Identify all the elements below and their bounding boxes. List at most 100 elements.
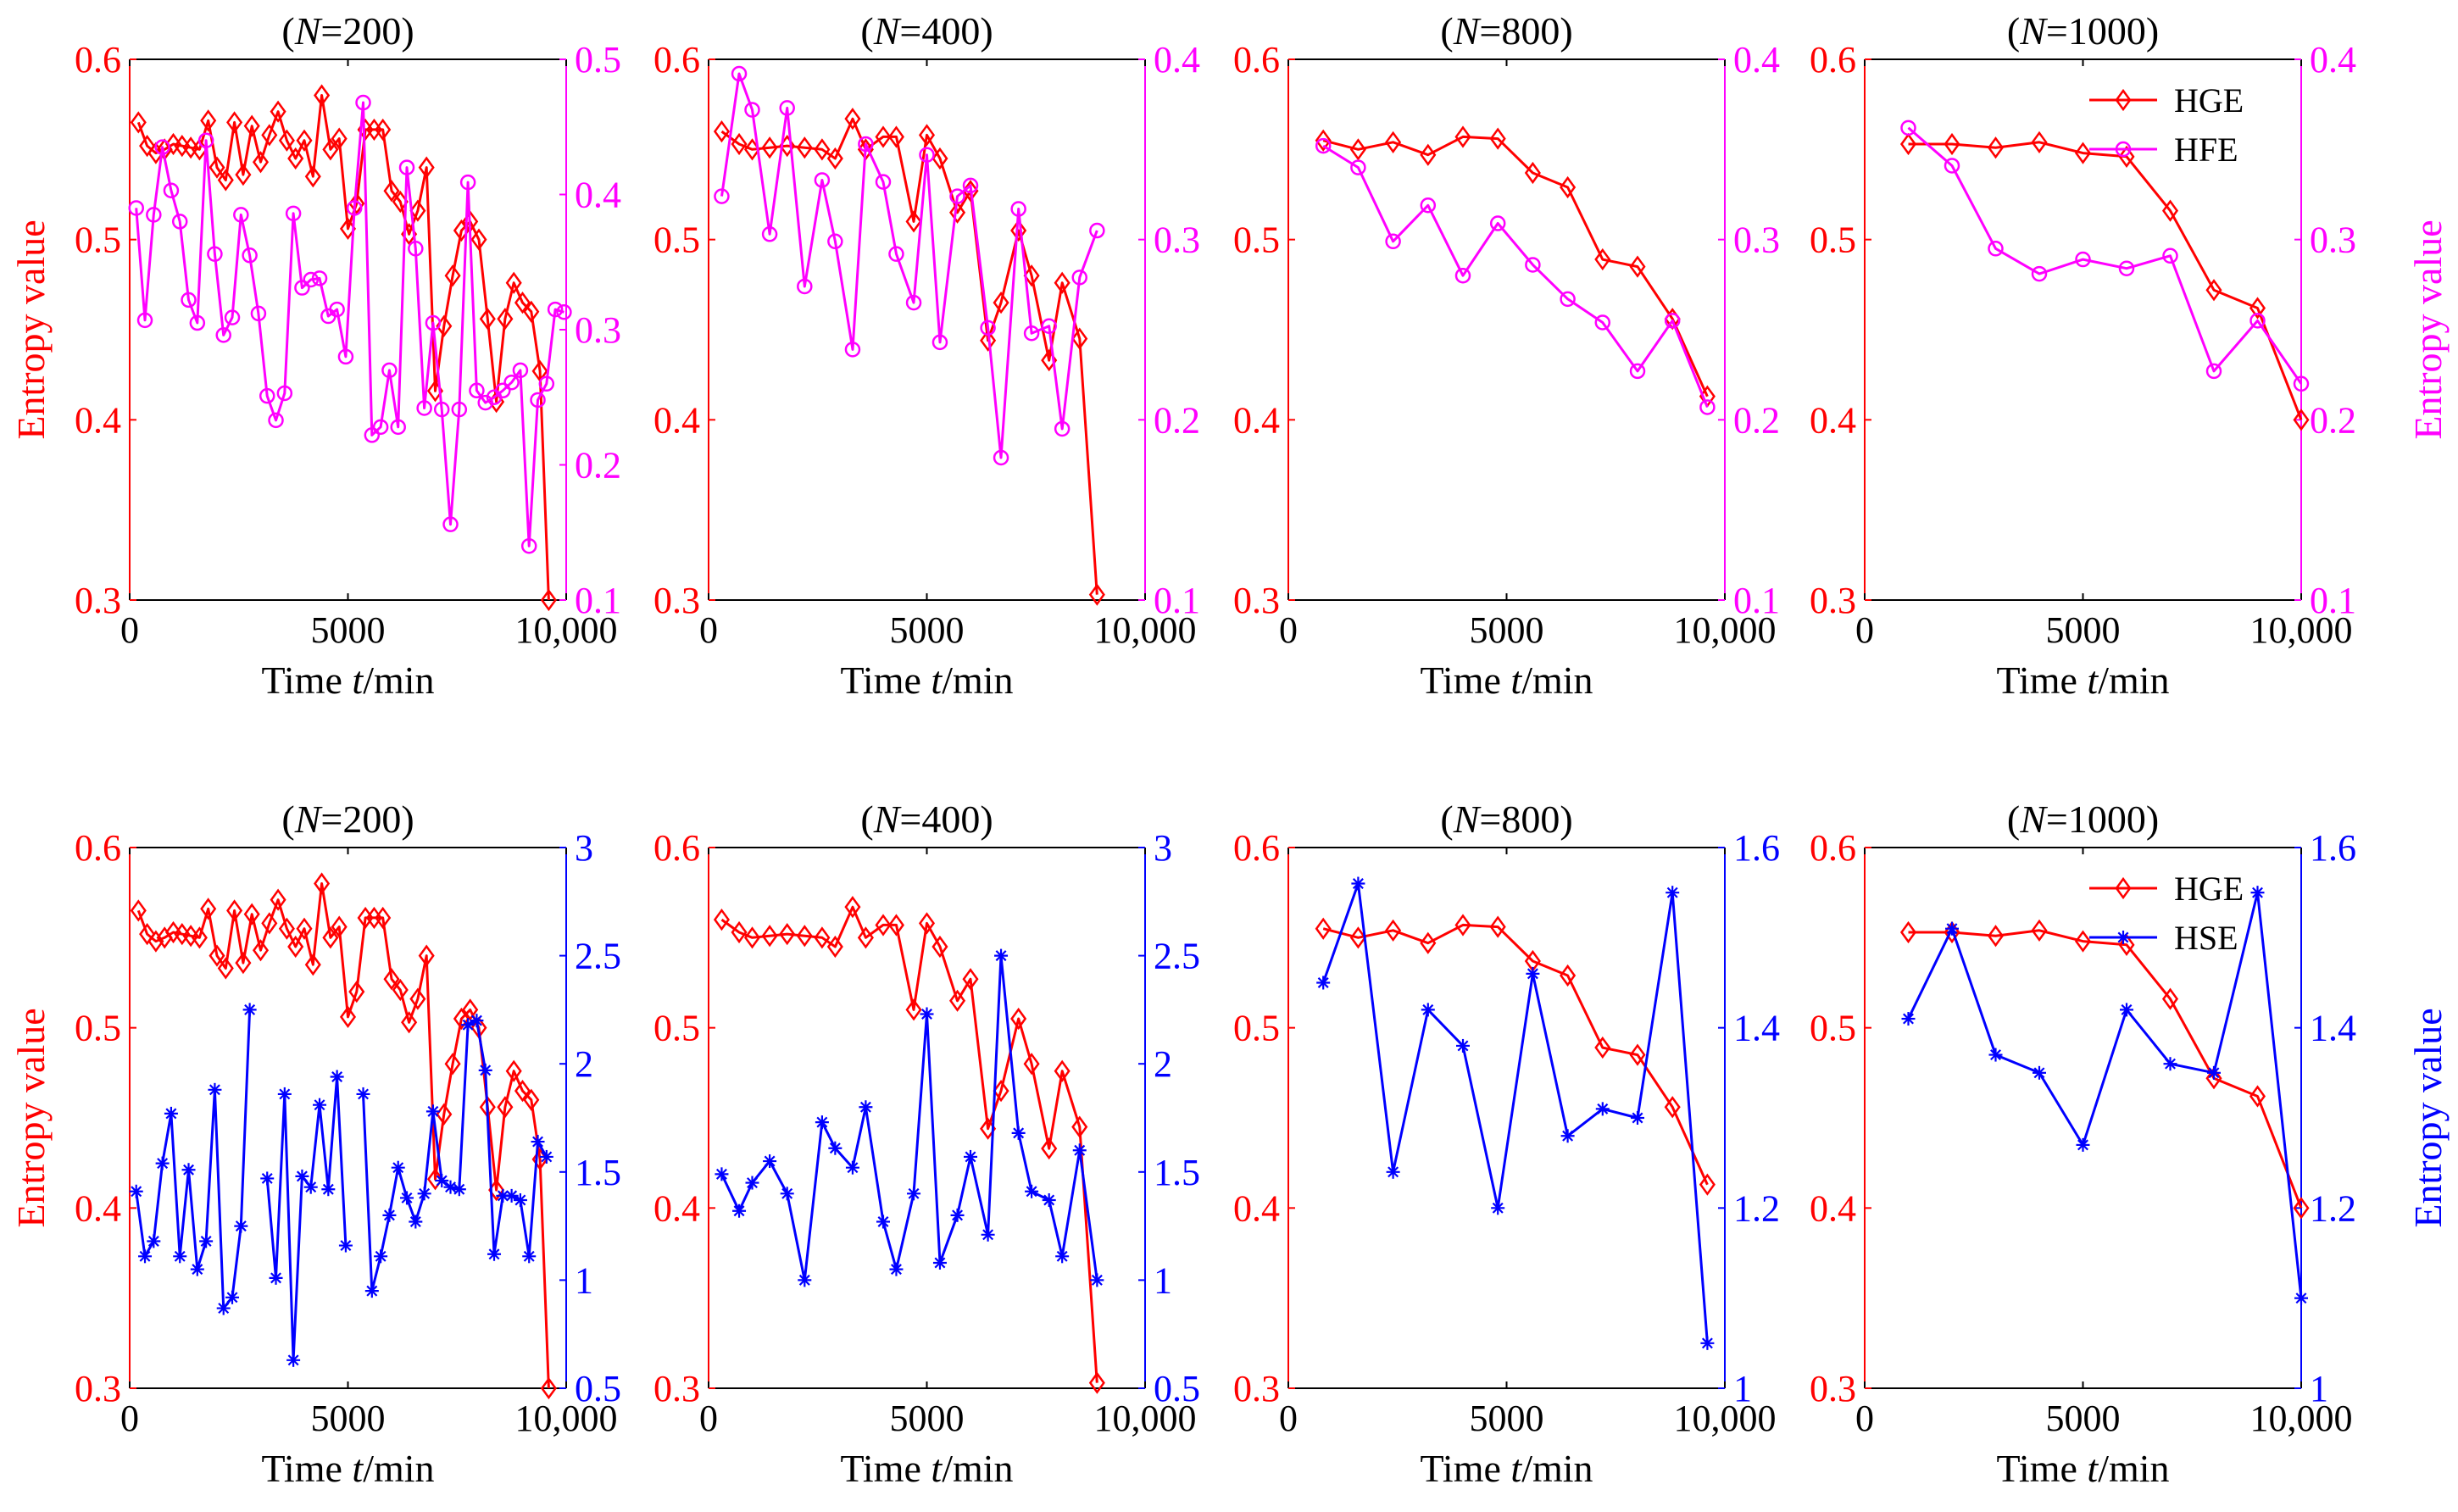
series-line-hse [265, 1076, 348, 1362]
data-point-hge [147, 142, 164, 164]
data-point-hge [270, 888, 286, 911]
asterisk-stroke [1701, 1337, 1713, 1349]
asterisk-stroke [139, 1250, 151, 1262]
data-point-hse [242, 1003, 257, 1017]
asterisk-stroke [859, 1101, 871, 1113]
data-point-hge [261, 912, 278, 935]
data-point-hfe [408, 241, 424, 257]
data-point-hse [303, 1180, 318, 1194]
right-y-tick-label: 0.3 [2310, 220, 2356, 261]
right-y-tick-label: 0.5 [575, 39, 621, 81]
data-point-hge [304, 953, 321, 976]
data-point-hge [918, 912, 936, 935]
series-hge [713, 108, 1105, 606]
data-point-hse [147, 1234, 161, 1248]
data-point-hge [226, 111, 243, 134]
data-point-hge [453, 1007, 470, 1031]
legend-label: HSE [2174, 919, 2238, 957]
data-point-hge [796, 136, 813, 159]
right-y-tick-label: 0.5 [1154, 1368, 1200, 1409]
data-point-hge [418, 944, 435, 967]
data-point-hge [252, 151, 270, 174]
data-point-hse [531, 1135, 545, 1149]
x-axis-label: Time t/min [1420, 659, 1593, 702]
asterisk-stroke [462, 1019, 474, 1031]
asterisk-stroke [995, 950, 1007, 962]
title-var: N [2019, 798, 2048, 841]
data-point-hse [181, 1163, 196, 1177]
data-point-hse [1456, 1038, 1470, 1053]
data-point-hge [1054, 271, 1071, 294]
data-point-hge [462, 998, 479, 1021]
series-line-hge [1908, 141, 2303, 420]
data-point-hfe [329, 301, 345, 318]
data-point-hse [2294, 1291, 2308, 1305]
data-point-hge [243, 903, 260, 926]
asterisk-stroke [1026, 1186, 1037, 1198]
data-point-hse [435, 1174, 449, 1188]
asterisk-stroke [890, 1264, 902, 1276]
asterisk-stroke [2208, 1067, 2220, 1079]
data-point-hse [277, 1087, 292, 1101]
data-point-hse [400, 1191, 414, 1205]
asterisk-stroke [419, 1187, 431, 1199]
chart-panel-bottom-2: 0 5000 10,000 0.3 0.4 0.5 0.6 0.5 1 1.5 2 2.5 3 (N=40… [653, 798, 1200, 1490]
data-point-hge [1899, 132, 1917, 156]
data-point-hge [844, 896, 861, 919]
series-line-hge [136, 94, 550, 601]
series-line-hse [362, 1019, 548, 1292]
asterisk-stroke [218, 1303, 230, 1315]
x-label-var: t [2087, 659, 2099, 702]
data-point-hge [931, 935, 948, 959]
left-y-tick-label: 0.5 [1233, 1008, 1280, 1049]
left-y-tick-label: 0.3 [1233, 1368, 1280, 1409]
right-y-tick-label: 2.5 [575, 936, 621, 977]
legend-marker [2116, 931, 2130, 944]
data-point-hge [1987, 925, 2005, 948]
left-y-tick-label: 0.5 [75, 220, 121, 261]
left-y-tick-label: 0.4 [653, 399, 700, 441]
x-label-var: t [352, 659, 364, 702]
data-point-hge [523, 1088, 540, 1111]
data-point-hse [828, 1141, 843, 1155]
data-point-hfe [1071, 270, 1087, 286]
title-paren: ( [860, 798, 873, 841]
series-hge [130, 872, 557, 1400]
data-point-hfe [416, 400, 432, 416]
series-line-hfe [135, 101, 564, 548]
data-point-hse [417, 1187, 431, 1201]
data-point-hfe [538, 375, 555, 392]
x-tick-label: 0 [1855, 1398, 1874, 1439]
x-label-suffix: /min [1521, 659, 1593, 702]
data-point-hge [814, 138, 831, 161]
data-point-hge [348, 192, 365, 215]
series-hge [713, 896, 1105, 1394]
data-point-hfe [1560, 291, 1576, 308]
data-point-hge [1315, 917, 1332, 940]
right-y-tick-label: 0.1 [1733, 580, 1780, 621]
asterisk-stroke [279, 1088, 291, 1100]
title-rest: =400) [899, 9, 993, 53]
data-point-hse [1491, 1201, 1505, 1215]
right-y-tick-label: 3 [1154, 827, 1172, 869]
data-point-hfe [888, 246, 904, 262]
asterisk-stroke [392, 1162, 404, 1174]
legend-marker [2115, 141, 2132, 158]
right-y-tick-label: 1 [1154, 1259, 1172, 1301]
series-line-hse [1907, 891, 2303, 1298]
data-point-hse [920, 1007, 934, 1021]
data-point-hse [496, 1188, 510, 1203]
data-point-hse [907, 1187, 921, 1201]
data-point-hfe [381, 362, 398, 379]
chart-title: (N=400) [860, 798, 993, 841]
data-point-hge [200, 898, 217, 920]
data-point-hge [1629, 255, 1646, 278]
left-y-tick-label: 0.6 [653, 39, 700, 81]
data-point-hse [313, 1098, 327, 1112]
data-point-hge [261, 124, 278, 147]
data-point-hge [409, 987, 426, 1010]
data-point-hge [2205, 279, 2222, 302]
right-y-tick-label: 1.5 [575, 1152, 621, 1193]
title-rest: =200) [320, 798, 414, 841]
data-point-hfe [905, 294, 922, 311]
